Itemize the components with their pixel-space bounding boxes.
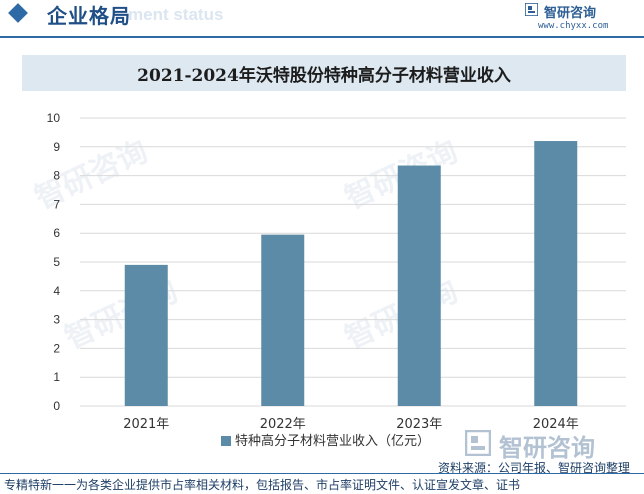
- logo-mark-icon: [525, 3, 538, 16]
- y-tick-label: 7: [53, 197, 60, 211]
- bar-2023年: [397, 165, 441, 406]
- footer-logo: 智研咨询: [465, 428, 635, 462]
- ghost-subtitle: ment status: [128, 5, 224, 24]
- y-tick-label: 8: [53, 169, 60, 183]
- y-tick-label: 9: [53, 140, 60, 154]
- bar-2022年: [261, 234, 305, 406]
- footer-logo-text: 智研咨询: [499, 434, 595, 462]
- x-tick-label: 2023年: [396, 417, 442, 432]
- y-tick-label: 2: [53, 341, 60, 355]
- legend-swatch: [221, 436, 231, 446]
- y-tick-label: 1: [53, 370, 60, 384]
- y-tick-label: 0: [53, 399, 60, 413]
- footer-divider: [0, 473, 644, 474]
- x-tick-label: 2021年: [123, 417, 169, 432]
- logo-brand-text: 智研咨询: [544, 6, 597, 21]
- chart-title: 2021-2024年沃特股份特种高分子材料营业收入: [137, 66, 511, 86]
- chart-title-band: 2021-2024年沃特股份特种高分子材料营业收入: [22, 55, 626, 91]
- y-tick-label: 3: [53, 313, 60, 327]
- logo-mark-icon: [465, 430, 491, 456]
- y-tick-label: 6: [53, 226, 60, 240]
- section-title: 企业格局: [47, 4, 131, 28]
- x-tick-label: 2022年: [260, 417, 306, 432]
- logo-site-text: www.chyxx.com: [538, 21, 609, 31]
- diamond-icon: [8, 3, 28, 23]
- brand-logo: 智研咨询 www.chyxx.com: [522, 2, 632, 34]
- legend-label: 特种高分子材料营业收入（亿元）: [235, 433, 430, 449]
- bar-2021年: [124, 264, 168, 406]
- header-divider: [0, 36, 644, 38]
- bar-2024年: [534, 141, 578, 407]
- bar-chart: 0 1 2 3 4 5 6 7 8 9 10 2021年 2022年 2023年 2024年特种高分子材料营…: [47, 111, 626, 449]
- source-text: 资料来源：公司年报、智研咨询整理: [437, 461, 630, 475]
- y-tick-label: 4: [53, 284, 60, 298]
- y-tick-label: 5: [53, 255, 60, 269]
- header: 企业格局 ment status 智研咨询 www.chyxx.com: [0, 0, 644, 34]
- x-tick-label: 2024年: [533, 417, 579, 432]
- y-tick-label: 10: [47, 111, 61, 125]
- footer-note: 专精特新一一为各类企业提供市占率相关材料，包括报告、市占率证明文件、认证宣发文章…: [4, 478, 521, 492]
